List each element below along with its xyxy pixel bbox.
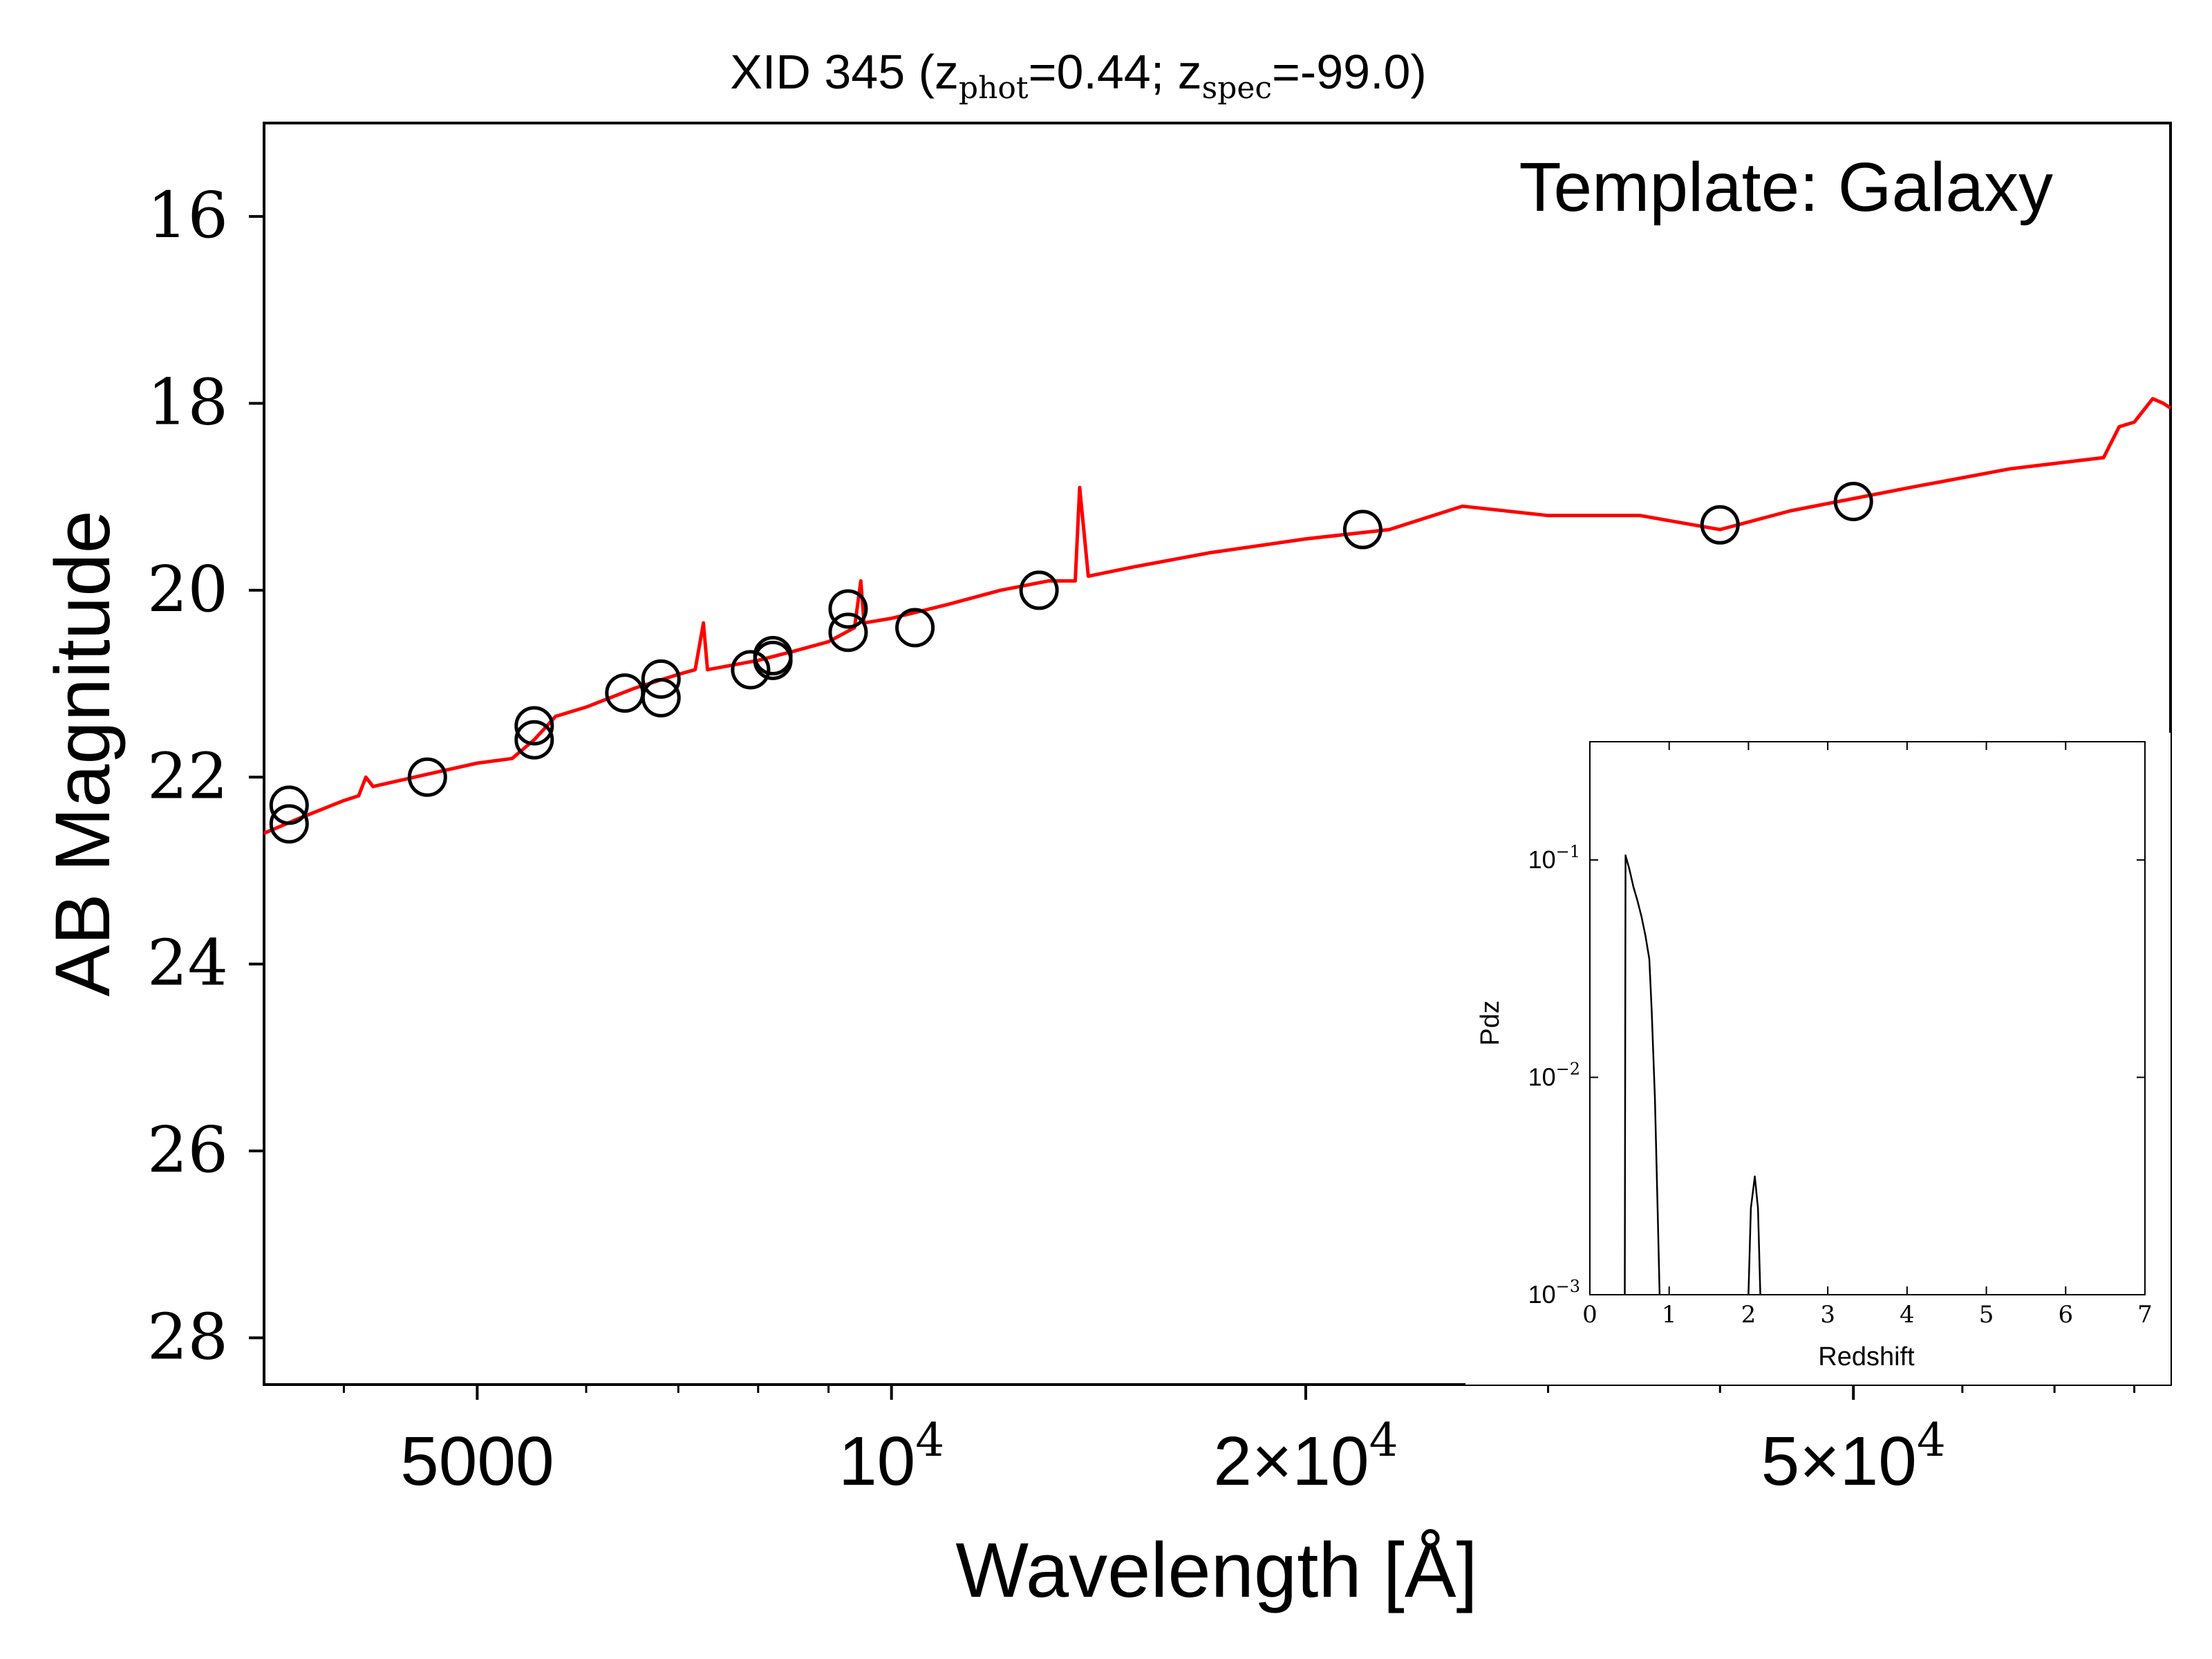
photometry-point: [731, 650, 771, 690]
photometry-point: [1019, 570, 1059, 610]
main-y-tick-label: 16: [147, 178, 228, 252]
photometry-point: [514, 706, 554, 746]
tick-exponent: 4: [1369, 1414, 1398, 1467]
title-phot-value: =0.44; z: [1029, 45, 1202, 99]
title-spec-subscript: spec: [1202, 71, 1272, 106]
main-y-axis-ticks: 16 18 20 22 24 26 28: [147, 178, 264, 1374]
tick-mantissa: 10: [1528, 1280, 1556, 1309]
title-spec-value: =-99.0): [1272, 45, 1427, 99]
main-x-tick-label: 104: [838, 1414, 944, 1500]
inset-y-axis-ticks: 10−110−210−3: [1528, 842, 2145, 1309]
main-x-axis-ticks: 5000 104 2×104 5×104: [342, 1385, 2136, 1500]
tick-mantissa: 10: [1528, 845, 1556, 874]
inset-x-axis-label: Redshift: [1818, 1342, 1915, 1371]
model-sed-line: [263, 397, 2172, 835]
photometry-point: [407, 757, 447, 797]
photometry-point: [269, 804, 309, 844]
main-y-tick-label: 20: [147, 552, 228, 626]
inset-background: [1465, 733, 2171, 1385]
tick-exponent: 4: [915, 1414, 944, 1467]
chart-title: XID 345 (zphot=0.44; zspec=-99.0): [730, 45, 1427, 106]
photometry-point: [269, 785, 309, 825]
tick-exponent: −2: [1556, 1060, 1580, 1079]
title-prefix: XID 345 (z: [730, 45, 959, 99]
template-annotation: Template: Galaxy: [1519, 149, 2053, 226]
inset-x-tick-label: 3: [1820, 1301, 1835, 1329]
inset-pdz-series: [1624, 854, 1761, 1295]
tick-mantissa: 5×10: [1761, 1423, 1917, 1500]
inset-y-tick-label: 10−3: [1528, 1277, 1580, 1309]
photometry-point: [828, 612, 868, 653]
inset-x-tick-label: 7: [2137, 1301, 2153, 1329]
tick-mantissa: 10: [1528, 1063, 1556, 1091]
inset-y-tick-label: 10−2: [1528, 1060, 1580, 1091]
main-y-tick-label: 22: [147, 739, 228, 813]
y-axis-label: AB Magnitude: [39, 510, 126, 997]
inset-plot-frame: [1589, 741, 2146, 1295]
tick-mantissa: 2×10: [1213, 1423, 1369, 1500]
photometry-point: [1342, 509, 1382, 550]
photometry-point: [1700, 505, 1740, 545]
main-model-series: [263, 397, 2172, 835]
inset-x-tick-label: 5: [1979, 1301, 1994, 1329]
pdz-curve: [1624, 854, 1761, 1295]
title-phot-subscript: phot: [959, 71, 1029, 106]
inset-x-tick-label: 0: [1582, 1301, 1597, 1329]
x-axis-label: Wavelength [Å]: [955, 1527, 1477, 1613]
tick-exponent: 4: [1917, 1414, 1946, 1467]
main-y-tick-label: 18: [147, 366, 228, 440]
main-x-tick-label: 5×104: [1761, 1414, 1946, 1500]
photometry-point: [753, 640, 793, 680]
photometry-point: [514, 720, 554, 760]
tick-exponent: −1: [1556, 842, 1580, 861]
photometry-point: [641, 677, 681, 718]
inset-x-tick-label: 4: [1900, 1301, 1915, 1329]
photometry-point: [828, 589, 868, 629]
inset-x-axis-ticks: 0 1 2 3 4 5 6 7: [1582, 742, 2153, 1329]
inset-x-tick-label: 6: [2058, 1301, 2073, 1329]
photometry-point: [1833, 482, 1873, 521]
main-y-tick-label: 28: [147, 1300, 228, 1374]
inset-x-tick-label: 1: [1662, 1301, 1677, 1329]
main-y-tick-label: 24: [147, 926, 228, 1000]
main-x-tick-label: 5000: [400, 1423, 554, 1500]
photometry-point: [895, 608, 935, 648]
inset-x-tick-label: 2: [1741, 1301, 1756, 1329]
main-x-tick-label: 2×104: [1213, 1414, 1398, 1500]
main-y-tick-label: 26: [147, 1113, 228, 1187]
tick-mantissa: 10: [838, 1423, 915, 1500]
photometry-point: [641, 659, 681, 699]
tick-exponent: −3: [1556, 1277, 1580, 1296]
inset-y-tick-label: 10−1: [1528, 842, 1580, 874]
main-photometry-series: [269, 482, 1873, 844]
tick-mantissa: 5000: [400, 1423, 554, 1500]
inset-y-axis-label: Pdz: [1476, 1000, 1505, 1045]
